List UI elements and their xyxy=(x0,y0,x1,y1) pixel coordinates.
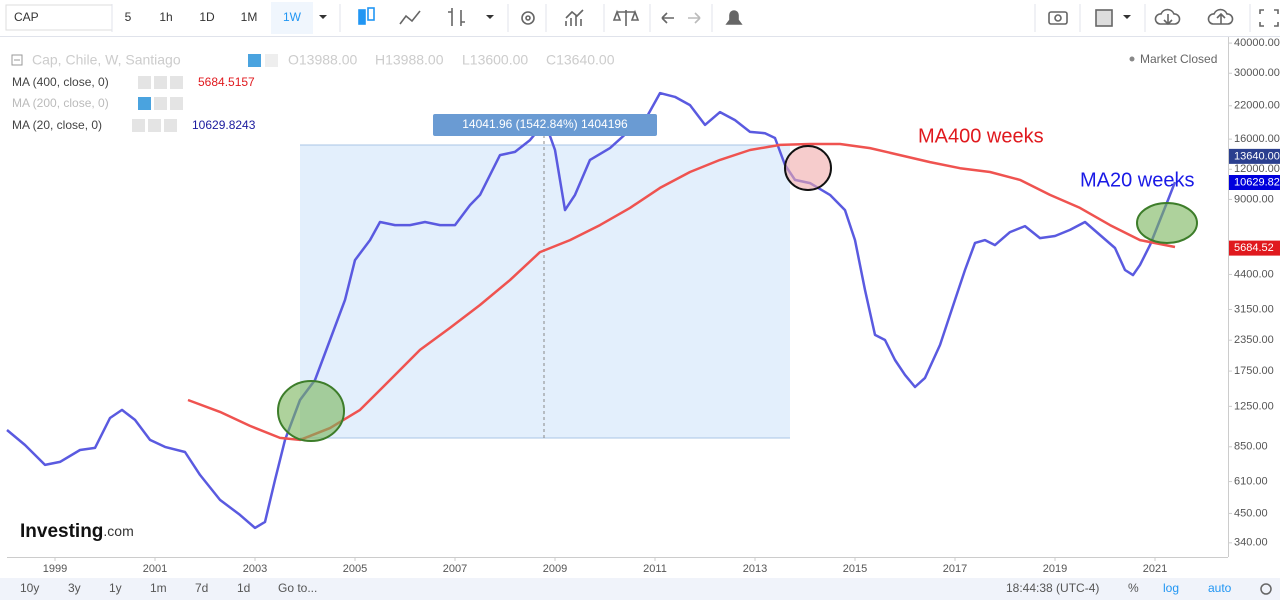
active-interval-bg xyxy=(271,2,313,34)
indicator-icons[interactable] xyxy=(138,97,183,110)
visibility-icon[interactable] xyxy=(248,54,261,67)
toolbar xyxy=(0,0,1280,36)
annotation: MA400 weeks xyxy=(918,125,1044,147)
y-tick-label: 22000.00 xyxy=(1234,100,1280,112)
symbol[interactable]: CAP xyxy=(14,10,39,24)
y-tick-label: 340.00 xyxy=(1234,537,1268,549)
x-tick-label: 2021 xyxy=(1143,563,1167,575)
y-tick-label: 1750.00 xyxy=(1234,365,1274,377)
goto-button[interactable]: Go to... xyxy=(278,581,317,595)
price-label: 5684.52 xyxy=(1234,242,1274,254)
x-tick-label: 2009 xyxy=(543,563,567,575)
indicator-icons[interactable] xyxy=(132,119,177,132)
indicator-value: 10629.8243 xyxy=(192,118,256,132)
series-line xyxy=(187,142,1176,442)
y-tick-label: 4400.00 xyxy=(1234,268,1274,280)
logo: Investing.com xyxy=(20,521,134,542)
x-tick-label: 2001 xyxy=(143,563,167,575)
interval[interactable]: 1M xyxy=(241,10,258,24)
percent-toggle[interactable]: % xyxy=(1128,581,1139,595)
x-tick-label: 1999 xyxy=(43,563,67,575)
collapse-icon[interactable] xyxy=(11,54,23,66)
interval[interactable]: 1D xyxy=(199,10,215,24)
range-button[interactable]: 1d xyxy=(237,581,250,595)
price-label: 10629.82 xyxy=(1234,176,1280,188)
range-button[interactable]: 7d xyxy=(195,581,208,595)
instrument: Cap, Chile, W, Santiago xyxy=(32,52,181,68)
highlight-ellipse[interactable] xyxy=(1136,202,1198,244)
x-tick-label: 2005 xyxy=(343,563,367,575)
logo-suffix: .com xyxy=(103,523,133,539)
range-button[interactable]: 1y xyxy=(109,581,122,595)
range-button[interactable]: 10y xyxy=(20,581,39,595)
y-tick-label: 450.00 xyxy=(1234,507,1268,519)
indicator: MA (20, close, 0) xyxy=(12,118,102,132)
interval[interactable]: 1W xyxy=(283,10,302,24)
log-toggle[interactable]: log xyxy=(1163,581,1179,595)
x-tick-label: 2013 xyxy=(743,563,767,575)
indicator: MA (400, close, 0) xyxy=(12,75,109,89)
y-tick-label: 40000.00 xyxy=(1234,37,1280,49)
y-tick-label: 16000.00 xyxy=(1234,133,1280,145)
y-tick-label: 2350.00 xyxy=(1234,334,1274,346)
indicator-icons[interactable] xyxy=(138,76,183,89)
ohlc: C13640.00 xyxy=(546,52,615,68)
x-tick-label: 2015 xyxy=(843,563,867,575)
price-label-bg xyxy=(1229,240,1280,256)
toolbar-separators xyxy=(111,4,1251,32)
measure-label-bg xyxy=(433,114,657,136)
auto-toggle[interactable]: auto xyxy=(1208,581,1232,595)
ohlc: O13988.00 xyxy=(288,52,357,68)
price-label-bg xyxy=(1229,175,1280,191)
clock: 18:44:38 (UTC-4) xyxy=(1006,581,1099,595)
logo-brand: Investing xyxy=(20,521,103,542)
settings-icon[interactable] xyxy=(265,54,278,67)
dropdown-arrow[interactable] xyxy=(319,15,327,19)
y-tick-label: 3150.00 xyxy=(1234,303,1274,315)
measure-box[interactable] xyxy=(300,145,790,438)
x-tick-label: 2011 xyxy=(643,563,667,575)
indicator-value: 5684.5157 xyxy=(198,75,255,89)
y-tick-label: 610.00 xyxy=(1234,475,1268,487)
y-tick-label: 30000.00 xyxy=(1234,67,1280,79)
toolbar-icons[interactable] xyxy=(358,7,1279,27)
range-button[interactable]: 3y xyxy=(68,581,81,595)
price-label-bg xyxy=(1229,148,1280,164)
y-tick-label: 12000.00 xyxy=(1234,163,1280,175)
price-label: 13640.00 xyxy=(1234,150,1280,162)
x-tick-label: 2017 xyxy=(943,563,967,575)
annotation: MA20 weeks xyxy=(1080,169,1195,191)
status-dot xyxy=(1129,56,1135,62)
x-tick-label: 2019 xyxy=(1043,563,1067,575)
market-status: Market Closed xyxy=(1140,52,1217,66)
highlight-ellipse[interactable] xyxy=(784,145,832,191)
x-tick-label: 2003 xyxy=(243,563,267,575)
x-tick-label: 2007 xyxy=(443,563,467,575)
ohlc: L13600.00 xyxy=(462,52,528,68)
interval[interactable]: 5 xyxy=(125,10,132,24)
measure-label: 14041.96 (1542.84%) 1404196 xyxy=(462,117,628,131)
range-button[interactable]: 1m xyxy=(150,581,167,595)
settings-icon xyxy=(1260,583,1272,595)
y-tick-label: 850.00 xyxy=(1234,441,1268,453)
highlight-ellipse[interactable] xyxy=(277,380,345,442)
y-tick-label: 1250.00 xyxy=(1234,400,1274,412)
indicator: MA (200, close, 0) xyxy=(12,96,109,110)
interval[interactable]: 1h xyxy=(159,10,172,24)
y-tick-label: 9000.00 xyxy=(1234,193,1274,205)
footer xyxy=(0,578,1280,600)
ohlc: H13988.00 xyxy=(375,52,444,68)
